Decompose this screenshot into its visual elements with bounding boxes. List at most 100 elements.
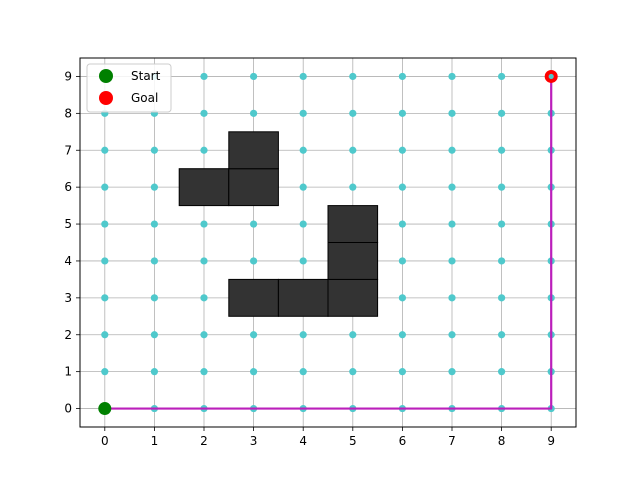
free-node — [299, 331, 307, 339]
x-tick-label: 2 — [200, 434, 208, 448]
y-tick-label: 5 — [64, 217, 72, 231]
free-node — [200, 72, 208, 81]
y-tick-label: 7 — [64, 143, 72, 157]
y-tick-label: 1 — [64, 365, 72, 379]
free-node — [498, 294, 506, 302]
obstacle-cell — [228, 168, 279, 207]
free-node — [349, 368, 357, 376]
free-node — [398, 331, 406, 339]
path-line — [104, 76, 553, 410]
x-tick-label: 3 — [250, 434, 258, 448]
obstacles — [178, 131, 379, 317]
x-tick-label: 0 — [101, 434, 109, 448]
free-node — [398, 72, 406, 81]
obstacle-cell — [178, 168, 230, 207]
free-node — [498, 331, 506, 339]
free-node — [101, 331, 109, 339]
y-tick-label: 4 — [64, 254, 72, 268]
legend-label-start: Start — [131, 69, 161, 83]
obstacle-cell — [228, 278, 279, 317]
obstacle-cell — [277, 278, 329, 317]
free-node — [448, 183, 456, 191]
y-tick-label: 9 — [64, 69, 72, 83]
free-node — [150, 257, 158, 265]
path — [104, 76, 553, 410]
ticks: 0 1 2 3 4 5 6 7 8 9 0 1 2 3 4 5 6 7 8 9 — [64, 69, 555, 448]
free-node — [101, 146, 109, 154]
x-tick-label: 4 — [299, 434, 307, 448]
free-node — [299, 257, 307, 265]
free-node — [250, 220, 258, 228]
free-node — [150, 146, 158, 154]
y-tick-label: 0 — [64, 402, 72, 416]
free-node — [349, 72, 357, 81]
legend-marker-goal — [99, 91, 113, 105]
goal-node-dot — [548, 73, 554, 80]
legend: Start Goal — [86, 63, 172, 113]
free-node — [498, 146, 506, 154]
free-node — [349, 109, 357, 117]
free-node — [200, 294, 208, 302]
x-tick-label: 5 — [349, 434, 357, 448]
free-node — [448, 109, 456, 117]
free-node — [101, 183, 109, 191]
free-node — [448, 331, 456, 339]
free-node — [349, 146, 357, 154]
free-node — [349, 183, 357, 191]
free-node — [250, 109, 258, 117]
free-node — [448, 257, 456, 265]
free-node — [101, 368, 109, 376]
free-node — [200, 331, 208, 339]
free-node — [498, 72, 506, 81]
free-node — [498, 220, 506, 228]
free-node — [498, 368, 506, 376]
free-node — [398, 183, 406, 191]
x-tick-label: 1 — [151, 434, 159, 448]
free-node — [299, 220, 307, 228]
free-node — [448, 220, 456, 228]
free-node — [299, 72, 307, 81]
free-node — [299, 109, 307, 117]
free-node — [349, 331, 357, 339]
free-node — [448, 294, 456, 302]
obstacle-cell — [228, 131, 279, 170]
obstacle-cell — [327, 205, 379, 244]
x-tick-label: 9 — [547, 434, 555, 448]
free-node — [101, 257, 109, 265]
free-node — [398, 109, 406, 117]
free-node — [448, 72, 456, 81]
start-marker — [98, 402, 112, 416]
free-node — [398, 146, 406, 154]
free-node — [200, 368, 208, 376]
free-node — [200, 146, 208, 154]
free-node — [299, 183, 307, 191]
free-node — [250, 257, 258, 265]
free-node — [398, 368, 406, 376]
x-tick-label: 7 — [448, 434, 456, 448]
free-node — [398, 294, 406, 302]
free-node — [498, 109, 506, 117]
obstacle-cell — [327, 242, 379, 280]
free-node — [398, 257, 406, 265]
free-node — [101, 294, 109, 302]
y-tick-label: 6 — [64, 180, 72, 194]
free-node — [498, 257, 506, 265]
free-node — [150, 183, 158, 191]
free-node — [250, 331, 258, 339]
legend-marker-start — [99, 69, 113, 83]
free-node — [448, 146, 456, 154]
obstacle-cell — [327, 278, 379, 317]
axes-frame — [79, 57, 577, 428]
free-node — [150, 368, 158, 376]
free-node — [299, 368, 307, 376]
endpoints — [98, 69, 558, 416]
free-node — [200, 220, 208, 228]
free-node — [200, 109, 208, 117]
x-tick-label: 8 — [498, 434, 506, 448]
free-node — [398, 220, 406, 228]
legend-label-goal: Goal — [131, 91, 158, 105]
free-node — [448, 368, 456, 376]
x-tick-label: 6 — [399, 434, 407, 448]
free-node — [299, 146, 307, 154]
